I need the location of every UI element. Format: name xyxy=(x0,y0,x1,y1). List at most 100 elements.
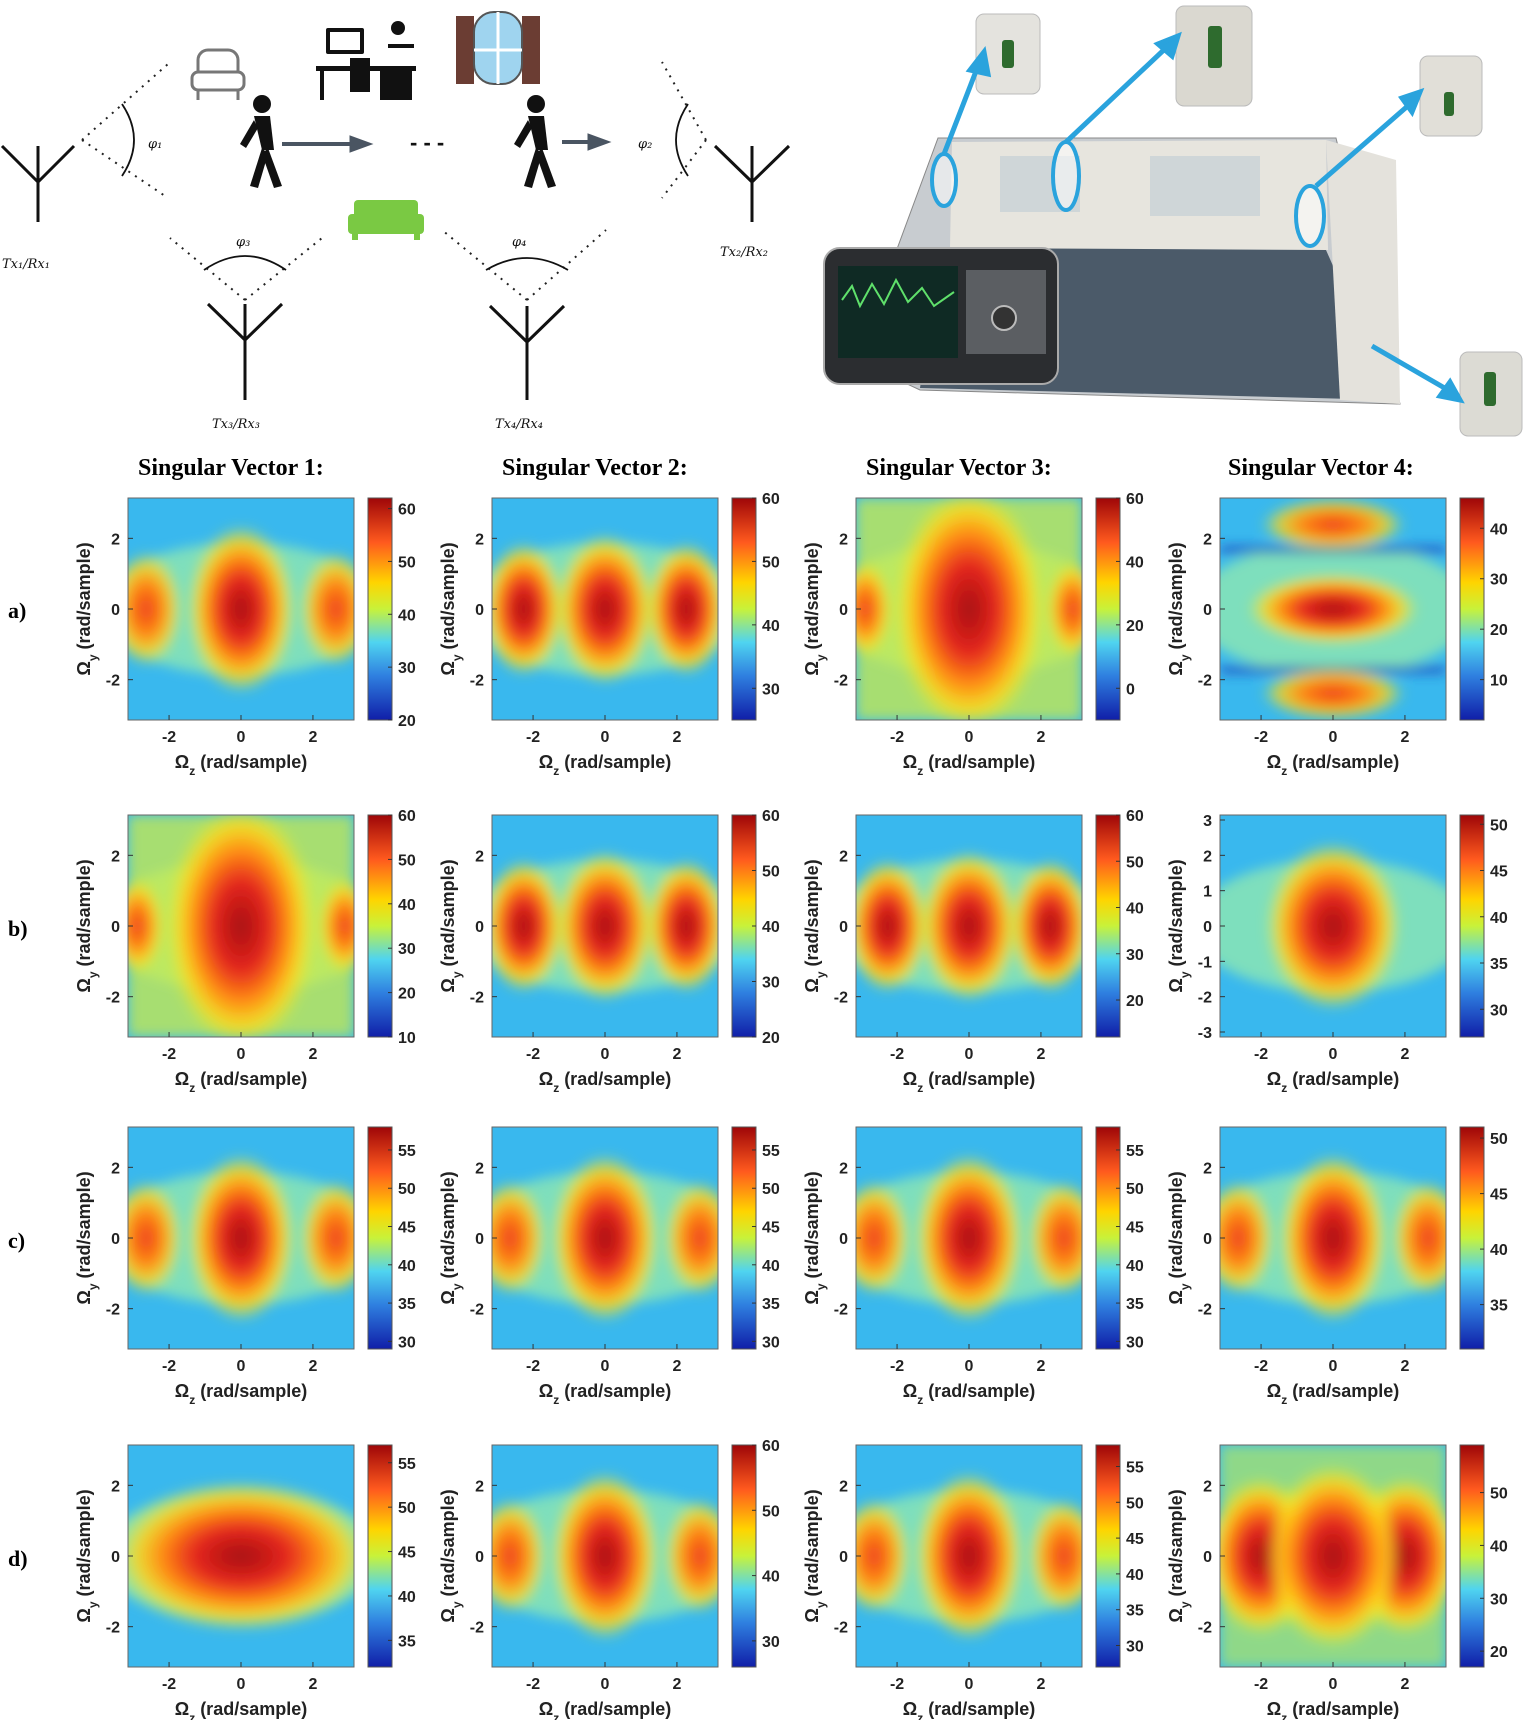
walking-person-icon xyxy=(514,95,556,188)
colorbar-tick-label: 50 xyxy=(1126,1495,1144,1512)
colorbar-tick-label: 50 xyxy=(398,1500,416,1517)
colorbar-tick-label: 40 xyxy=(1126,901,1144,918)
colorbar-tick-label: 50 xyxy=(1490,1486,1508,1503)
y-axis-label: Ωy (rad/sample) xyxy=(438,1489,464,1622)
y-tick-label: 2 xyxy=(1203,531,1212,548)
x-tick-label: 0 xyxy=(601,729,610,746)
colorbar-tick-label: 0 xyxy=(1126,681,1135,698)
antenna-closeup-photo xyxy=(975,5,1523,437)
y-tick-label: 0 xyxy=(111,1231,120,1248)
x-tick-label: -2 xyxy=(890,1046,904,1063)
heatmap-lobe xyxy=(1260,498,1406,552)
colorbar-tick-label: 50 xyxy=(1126,1181,1144,1198)
heatmap-panel: -2 0 220-2Ωz (rad/sample)Ωy (rad/sample)60… xyxy=(802,808,1144,1095)
y-axis-label: Ωy (rad/sample) xyxy=(1166,1171,1192,1304)
colorbar-tick-label: 20 xyxy=(398,986,416,1003)
colorbar xyxy=(1095,814,1121,1038)
heatmap-lobe xyxy=(128,1480,354,1632)
x-axis-label: Ωz (rad/sample) xyxy=(539,1381,671,1407)
y-tick-label: 1 xyxy=(1203,884,1212,901)
x-tick-label: 0 xyxy=(237,1046,246,1063)
colorbar-tick-label: 60 xyxy=(1126,491,1144,508)
y-tick-label: -2 xyxy=(1198,990,1212,1007)
x-axis-label: Ωz (rad/sample) xyxy=(903,1699,1035,1720)
y-tick-label: -3 xyxy=(1198,1025,1212,1042)
heatmap-lobe xyxy=(186,1153,296,1323)
x-tick-label: 0 xyxy=(237,729,246,746)
x-axis-label: Ωz (rad/sample) xyxy=(175,1069,307,1095)
heatmap-lobe xyxy=(555,533,655,685)
x-tick-label: 2 xyxy=(308,1358,317,1375)
y-axis-label: Ωy (rad/sample) xyxy=(438,859,464,992)
antenna-label-2: Tx₂/Rx₂ xyxy=(720,245,768,260)
colorbar-tick-label: 30 xyxy=(398,660,416,677)
x-tick-label: 0 xyxy=(601,1676,610,1693)
antenna-icon xyxy=(713,144,791,222)
signal-analyzer-photo xyxy=(823,247,1059,385)
colorbar-tick-label: 40 xyxy=(762,618,780,635)
colorbar-tick-label: 35 xyxy=(1490,956,1508,973)
heatmap-panel: -2 0 2 2 0 -2 Ωz (rad/sample) Ωy (rad/sample) 55… xyxy=(802,1444,1144,1720)
y-axis-label: Ωy (rad/sample) xyxy=(74,1489,100,1622)
colorbar-tick-label: 60 xyxy=(398,808,416,825)
x-axis-label: Ωz (rad/sample) xyxy=(903,1069,1035,1095)
colorbar-tick-label: 50 xyxy=(398,852,416,869)
colorbar-tick-label: 10 xyxy=(398,1030,416,1047)
heatmap-lobe xyxy=(1220,1180,1275,1296)
movement-arrow xyxy=(282,133,612,153)
heatmap-panel: -2 0 2 2 0 -2 Ωz (rad/sample) Ωy (rad/sample) 55… xyxy=(74,1444,416,1720)
y-axis-label: Ωy (rad/sample) xyxy=(74,859,100,992)
heatmap-lobe xyxy=(856,1498,911,1614)
heatmap-lobe xyxy=(299,551,354,667)
x-axis-label: Ωz (rad/sample) xyxy=(175,1381,307,1407)
colorbar-tick-label: 45 xyxy=(1490,864,1508,881)
heatmap-lobe xyxy=(856,560,893,658)
antenna-icon xyxy=(488,304,566,400)
y-tick-label: -2 xyxy=(470,990,484,1007)
x-axis-label: Ωz (rad/sample) xyxy=(539,752,671,778)
colorbar-tick-label: 45 xyxy=(1490,1187,1508,1204)
y-tick-label: 2 xyxy=(1203,1478,1212,1495)
x-tick-label: 0 xyxy=(237,1358,246,1375)
colorbar-tick-label: 30 xyxy=(762,975,780,992)
x-tick-label: 2 xyxy=(1400,1676,1409,1693)
x-tick-label: 0 xyxy=(601,1046,610,1063)
y-tick-label: -2 xyxy=(106,1620,120,1637)
x-tick-label: 2 xyxy=(1400,1358,1409,1375)
heatmap-lobe xyxy=(856,1180,911,1296)
colorbar xyxy=(367,1126,393,1350)
colorbar-tick-label: 20 xyxy=(1126,618,1144,635)
colorbar xyxy=(367,1444,393,1668)
heatmap-panel: -2 0 220-2Ωz (rad/sample)Ωy (rad/sample)60… xyxy=(74,497,416,778)
colorbar-tick-label: 55 xyxy=(1126,1459,1144,1476)
x-axis-label: Ωz (rad/sample) xyxy=(1267,1069,1399,1095)
y-tick-label: 0 xyxy=(1203,1549,1212,1566)
colorbar-tick-label: 30 xyxy=(762,1334,780,1351)
colorbar-tick-label: 20 xyxy=(1490,622,1508,639)
colorbar-tick-label: 60 xyxy=(1126,808,1144,825)
heatmap-lobe xyxy=(645,859,718,993)
heatmap-panel: -2 0 220-2Ωz (rad/sample)Ωy (rad/sample)40… xyxy=(1166,497,1508,778)
sofa-icon xyxy=(348,200,424,240)
colorbar-tick-label: 40 xyxy=(398,897,416,914)
x-axis-label: Ωz (rad/sample) xyxy=(539,1699,671,1720)
x-tick-label: 2 xyxy=(672,1676,681,1693)
x-tick-label: 0 xyxy=(1329,1046,1338,1063)
ellipsis: - - - xyxy=(410,130,444,155)
x-tick-label: -2 xyxy=(1254,1676,1268,1693)
y-tick-label: -2 xyxy=(470,673,484,690)
y-tick-label: 0 xyxy=(475,919,484,936)
y-tick-label: 0 xyxy=(1203,1231,1212,1248)
colorbar-tick-label: 40 xyxy=(1490,1242,1508,1259)
colorbar xyxy=(1095,1126,1121,1350)
heatmap-lobe xyxy=(1265,841,1401,1011)
heatmap-lobe xyxy=(663,1498,718,1614)
x-tick-label: 2 xyxy=(672,1358,681,1375)
heatmap-panel: -2 0 2 2 0 -2 Ωz (rad/sample) Ωy (rad/sample) 55… xyxy=(438,1126,780,1407)
row-labels: a) b) c) d) xyxy=(8,598,28,1571)
x-axis-label: Ωz (rad/sample) xyxy=(1267,1381,1399,1407)
x-tick-label: -2 xyxy=(162,1358,176,1375)
antenna-label-4: Tx₄/Rx₄ xyxy=(495,417,543,432)
colorbar xyxy=(1459,497,1485,721)
